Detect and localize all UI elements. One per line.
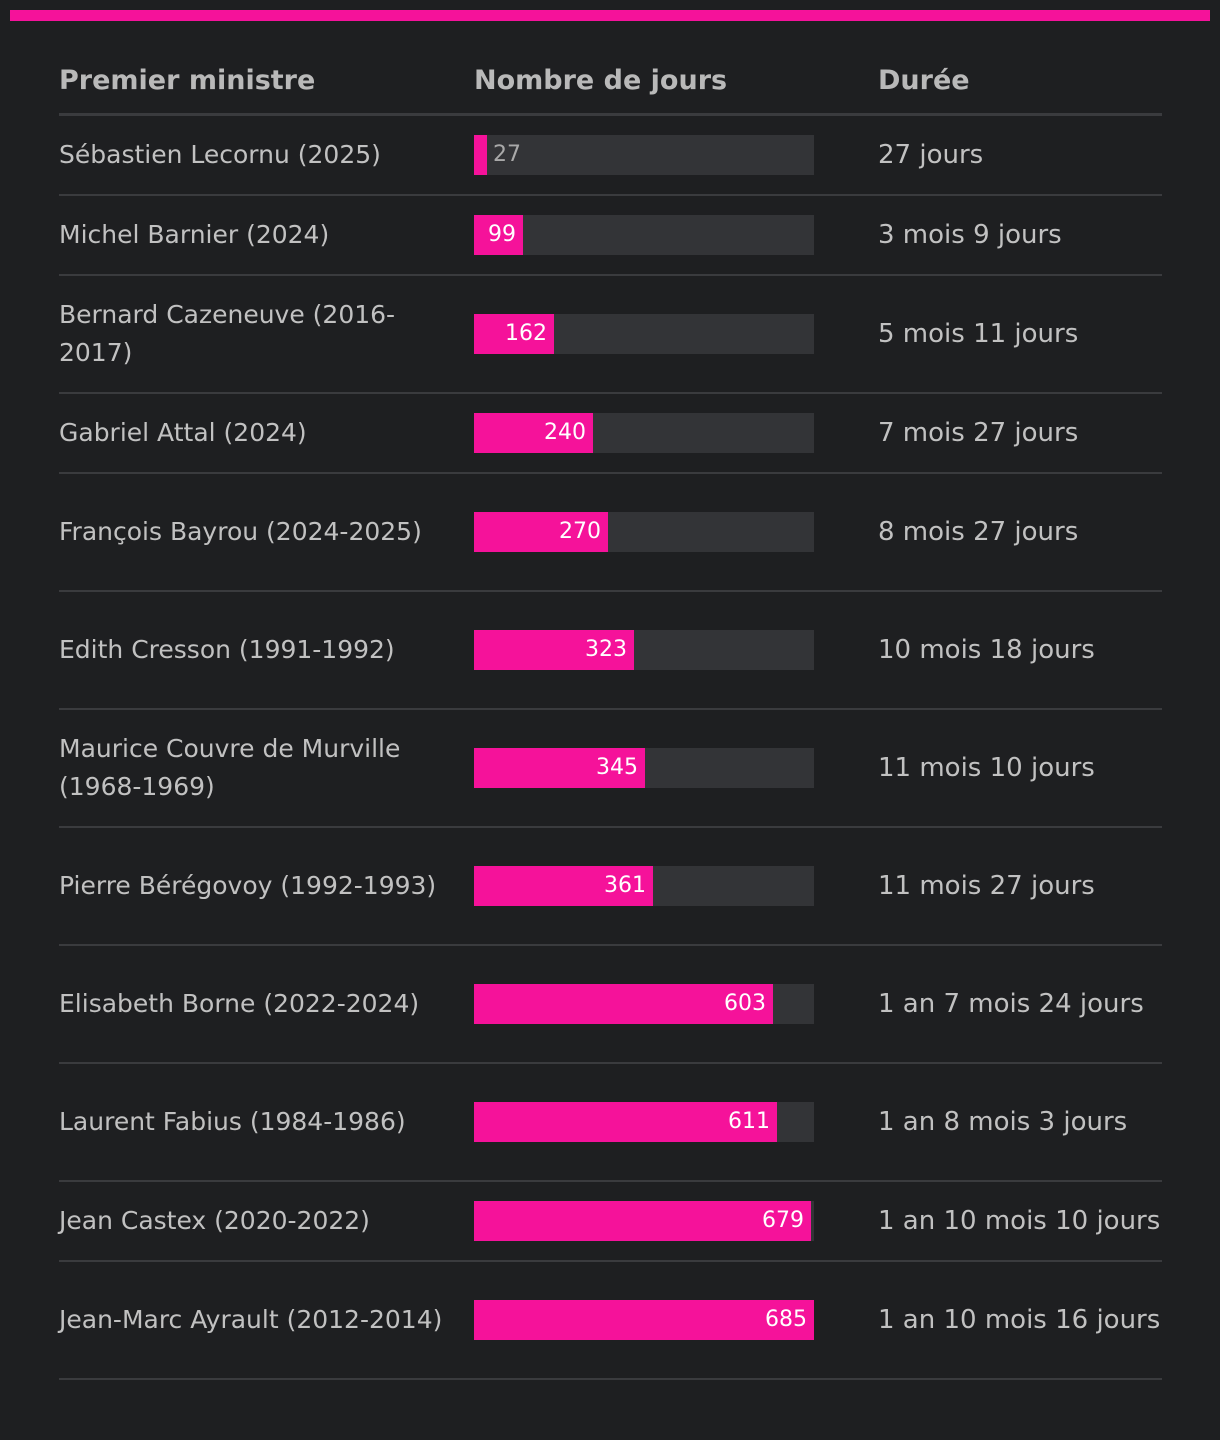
- table-row: Elisabeth Borne (2022-2024) 603 1 an 7 moi…: [59, 946, 1162, 1064]
- pm-name: Gabriel Attal (2024): [59, 418, 307, 447]
- pm-name: Michel Barnier (2024): [59, 220, 330, 249]
- bar-cell: 685: [474, 1300, 878, 1340]
- bar-track: 685: [474, 1300, 814, 1340]
- accent-top-rule: [10, 10, 1210, 21]
- bar-cell: 611: [474, 1102, 878, 1142]
- table-row: Gabriel Attal (2024) 240 7 mois 27 jours: [59, 394, 1162, 474]
- bar-track: 240: [474, 413, 814, 453]
- bar-track: 162: [474, 314, 814, 354]
- table-row: Jean Castex (2020-2022) 679 1 an 10 mois 1…: [59, 1182, 1162, 1262]
- bar-track: 270: [474, 512, 814, 552]
- header-duration: Durée: [878, 65, 970, 96]
- duration-text: 8 mois 27 jours: [878, 517, 1079, 547]
- bar-value-label: 240: [544, 420, 586, 445]
- duration-text: 3 mois 9 jours: [878, 220, 1062, 250]
- duration-text: 27 jours: [878, 140, 984, 170]
- bar-track: 27: [474, 135, 814, 175]
- pm-name: Sébastien Lecornu (2025): [59, 140, 381, 169]
- table-row: Laurent Fabius (1984-1986) 611 1 an 8 mois…: [59, 1064, 1162, 1182]
- bar-cell: 270: [474, 512, 878, 552]
- table-row: Pierre Bérégovoy (1992-1993) 361 11 mois 2…: [59, 828, 1162, 946]
- bar-track: 679: [474, 1201, 814, 1241]
- pm-name: Bernard Cazeneuve (2016-2017): [59, 300, 396, 367]
- bar-value-label: 162: [505, 321, 547, 346]
- bar-value-label: 27: [493, 142, 521, 167]
- bar-track: 603: [474, 984, 814, 1024]
- bar-value-label: 611: [728, 1109, 770, 1134]
- bar-track: 99: [474, 215, 814, 255]
- bar-track: 323: [474, 630, 814, 670]
- bar-cell: 679: [474, 1201, 878, 1241]
- duration-text: 1 an 7 mois 24 jours: [878, 989, 1144, 1019]
- bar-value-label: 679: [762, 1208, 804, 1233]
- bar-cell: 345: [474, 748, 878, 788]
- bar-track: 361: [474, 866, 814, 906]
- bar-cell: 27: [474, 135, 878, 175]
- pm-duration-table: Premier ministre Nombre de jours Durée S…: [59, 48, 1162, 1380]
- bar-value-label: 603: [724, 991, 766, 1016]
- duration-text: 1 an 10 mois 10 jours: [878, 1206, 1161, 1236]
- table-row: Edith Cresson (1991-1992) 323 10 mois 18 j…: [59, 592, 1162, 710]
- pm-name: Elisabeth Borne (2022-2024): [59, 989, 420, 1018]
- pm-name: François Bayrou (2024-2025): [59, 517, 422, 546]
- bar-cell: 361: [474, 866, 878, 906]
- table-row: Jean-Marc Ayrault (2012-2014) 685 1 an 10 …: [59, 1262, 1162, 1380]
- bar-value-label: 361: [604, 873, 646, 898]
- bar: [474, 984, 773, 1024]
- bar: [474, 215, 523, 255]
- duration-text: 11 mois 27 jours: [878, 871, 1095, 901]
- duration-text: 1 an 8 mois 3 jours: [878, 1107, 1128, 1137]
- duration-text: 5 mois 11 jours: [878, 319, 1079, 349]
- bar: [474, 413, 593, 453]
- bar-track: 611: [474, 1102, 814, 1142]
- bar: [474, 512, 608, 552]
- bar-value-label: 345: [596, 755, 638, 780]
- bar: [474, 314, 554, 354]
- pm-name: Maurice Couvre de Murville (1968-1969): [59, 734, 401, 801]
- pm-name: Jean-Marc Ayrault (2012-2014): [59, 1305, 443, 1334]
- header-days: Nombre de jours: [474, 65, 728, 96]
- bar: [474, 1102, 777, 1142]
- bar-cell: 323: [474, 630, 878, 670]
- bar-value-label: 99: [488, 222, 516, 247]
- bar: [474, 135, 487, 175]
- table-row: Bernard Cazeneuve (2016-2017) 162 5 mois 1…: [59, 276, 1162, 394]
- bar: [474, 866, 653, 906]
- bar-cell: 240: [474, 413, 878, 453]
- bar: [474, 748, 645, 788]
- duration-text: 1 an 10 mois 16 jours: [878, 1305, 1161, 1335]
- pm-name: Laurent Fabius (1984-1986): [59, 1107, 406, 1136]
- table-body: Sébastien Lecornu (2025) 27 27 jours Michel…: [59, 116, 1162, 1380]
- bar-cell: 99: [474, 215, 878, 255]
- table-row: François Bayrou (2024-2025) 270 8 mois 27 …: [59, 474, 1162, 592]
- pm-name: Edith Cresson (1991-1992): [59, 635, 395, 664]
- table-row: Sébastien Lecornu (2025) 27 27 jours: [59, 116, 1162, 196]
- bar: [474, 630, 634, 670]
- bar-cell: 603: [474, 984, 878, 1024]
- table-header: Premier ministre Nombre de jours Durée: [59, 48, 1162, 116]
- bar: [474, 1201, 811, 1241]
- table-row: Michel Barnier (2024) 99 3 mois 9 jours: [59, 196, 1162, 276]
- duration-text: 7 mois 27 jours: [878, 418, 1079, 448]
- bar-track: 345: [474, 748, 814, 788]
- pm-name: Pierre Bérégovoy (1992-1993): [59, 871, 437, 900]
- duration-text: 10 mois 18 jours: [878, 635, 1095, 665]
- bar-cell: 162: [474, 314, 878, 354]
- bar-value-label: 685: [765, 1307, 807, 1332]
- bar-value-label: 323: [585, 637, 627, 662]
- bar-value-label: 270: [559, 519, 601, 544]
- duration-text: 11 mois 10 jours: [878, 753, 1095, 783]
- pm-name: Jean Castex (2020-2022): [59, 1206, 370, 1235]
- table-row: Maurice Couvre de Murville (1968-1969) 34…: [59, 710, 1162, 828]
- bar: [474, 1300, 814, 1340]
- header-name: Premier ministre: [59, 65, 316, 96]
